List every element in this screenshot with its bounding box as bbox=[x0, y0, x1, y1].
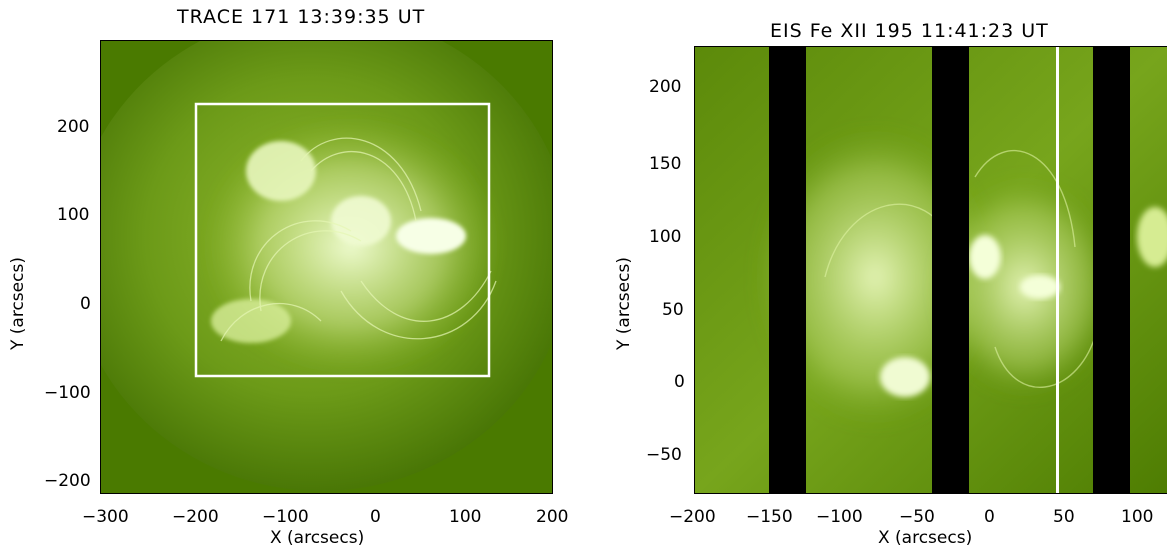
trace-ytick: −200 bbox=[44, 471, 91, 491]
trace-image bbox=[100, 40, 553, 494]
eis-data-gap bbox=[769, 47, 806, 493]
eis-xtick: −50 bbox=[899, 507, 935, 527]
trace-ytick: −100 bbox=[44, 383, 91, 403]
eis-data-gap bbox=[932, 47, 969, 493]
trace-region-box bbox=[194, 102, 491, 378]
trace-ytick: 0 bbox=[80, 294, 91, 314]
eis-image bbox=[694, 46, 1167, 494]
eis-xtick: −150 bbox=[746, 507, 793, 527]
eis-data-gap bbox=[1093, 47, 1130, 493]
eis-xlabel: X (arcsecs) bbox=[878, 528, 973, 548]
eis-ytick: 150 bbox=[649, 154, 682, 174]
trace-xtick: 100 bbox=[449, 507, 482, 527]
trace-xtick: −100 bbox=[262, 507, 309, 527]
eis-xtick: 50 bbox=[1053, 507, 1075, 527]
eis-ytick: 50 bbox=[662, 300, 684, 320]
eis-xtick: −100 bbox=[816, 507, 863, 527]
eis-title: EIS Fe XII 195 11:41:23 UT bbox=[770, 20, 1049, 42]
trace-ytick: 100 bbox=[57, 205, 90, 225]
eis-ytick: −50 bbox=[646, 445, 682, 465]
eis-ytick: 100 bbox=[649, 227, 682, 247]
trace-image-svg bbox=[101, 41, 552, 493]
eis-ylabel: Y (arcsecs) bbox=[614, 257, 634, 350]
eis-xtick: −200 bbox=[669, 507, 716, 527]
trace-ylabel: Y (arcsecs) bbox=[8, 257, 28, 350]
eis-marker-line bbox=[1056, 47, 1059, 493]
eis-xtick: 0 bbox=[984, 507, 995, 527]
trace-xtick: −300 bbox=[82, 507, 129, 527]
trace-title: TRACE 171 13:39:35 UT bbox=[177, 6, 426, 28]
eis-ytick: 0 bbox=[674, 372, 685, 392]
trace-xtick: 200 bbox=[536, 507, 569, 527]
eis-ytick: 200 bbox=[649, 77, 682, 97]
trace-xlabel: X (arcsecs) bbox=[270, 528, 365, 548]
trace-xtick: −200 bbox=[172, 507, 219, 527]
trace-ytick: 200 bbox=[57, 117, 90, 137]
eis-image-svg bbox=[695, 47, 1167, 493]
eis-xtick: 100 bbox=[1121, 507, 1154, 527]
trace-xtick: 0 bbox=[370, 507, 381, 527]
